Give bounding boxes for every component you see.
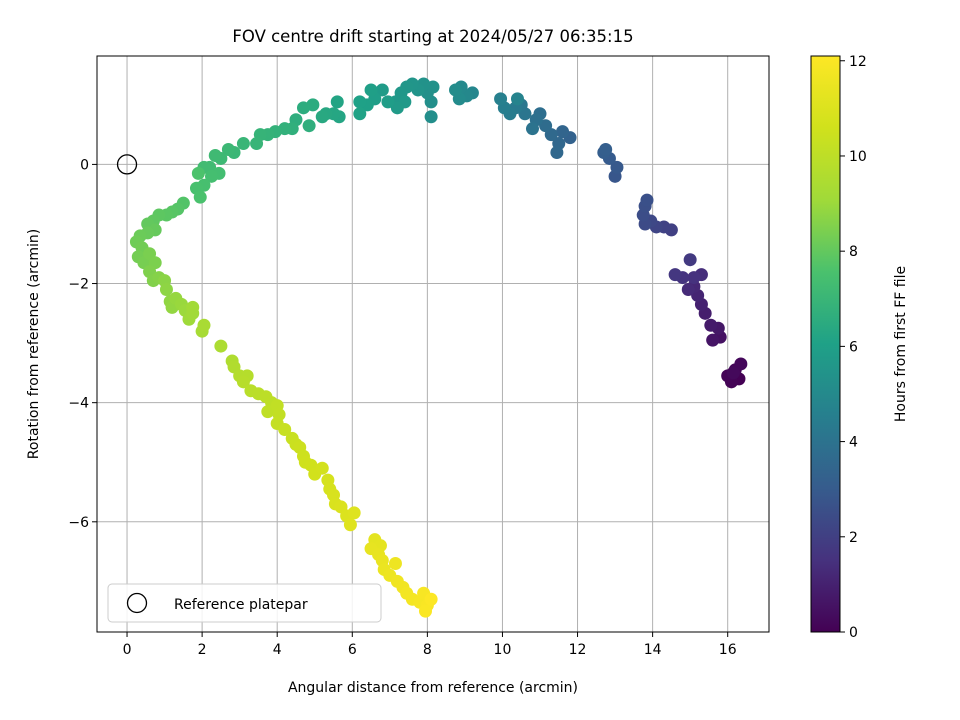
x-tick-label: 0: [123, 642, 132, 658]
data-point: [236, 137, 250, 151]
grid-lines: [97, 56, 769, 632]
data-point: [191, 166, 205, 180]
data-point: [278, 422, 292, 436]
data-point: [302, 119, 316, 133]
chart-title: FOV centre drift starting at 2024/05/27 …: [232, 27, 633, 46]
data-point: [353, 95, 367, 109]
colorbar-tick-label: 4: [849, 435, 858, 451]
legend-box: [107, 583, 382, 623]
data-point: [315, 461, 329, 475]
data-point: [510, 92, 524, 106]
data-point: [221, 143, 235, 157]
data-point: [706, 333, 720, 347]
data-point: [550, 145, 564, 159]
data-point: [208, 148, 222, 162]
data-point: [296, 101, 310, 115]
colorbar-tick-label: 6: [849, 339, 858, 355]
y-axis-label: Rotation from reference (arcmin): [26, 229, 42, 459]
legend: Reference platepar: [107, 583, 382, 623]
data-point: [375, 83, 389, 97]
x-tick-label: 4: [273, 642, 282, 658]
colorbar: 0 2 4 6 8 10 12 Hours from first FF file: [810, 54, 909, 641]
data-point: [556, 125, 570, 139]
data-point: [353, 107, 367, 121]
legend-label: Reference platepar: [174, 597, 308, 613]
colorbar-tick-label: 0: [849, 625, 858, 641]
data-point: [381, 95, 395, 109]
y-axis-ticks: −6 −4 −2 0: [68, 157, 97, 531]
colorbar-tick-label: 8: [849, 244, 858, 260]
data-point: [424, 592, 438, 606]
x-tick-label: 2: [198, 642, 207, 658]
data-point: [687, 271, 701, 285]
y-tick-label: −2: [68, 277, 89, 293]
colorbar-tick-label: 2: [849, 530, 858, 546]
data-point: [261, 405, 275, 419]
x-tick-label: 14: [644, 642, 662, 658]
x-tick-label: 10: [494, 642, 512, 658]
data-point: [726, 366, 740, 380]
data-point: [390, 101, 404, 115]
data-point: [704, 318, 718, 332]
data-point: [683, 253, 697, 267]
x-tick-label: 6: [348, 642, 357, 658]
data-point: [388, 556, 402, 570]
data-point: [347, 506, 361, 520]
x-axis-ticks: 0 2 4 6 8 10 12 14 16: [123, 632, 737, 658]
x-tick-label: 12: [569, 642, 587, 658]
data-point: [193, 190, 207, 204]
data-point: [640, 193, 654, 207]
colorbar-label: Hours from first FF file: [893, 266, 909, 422]
data-point: [668, 268, 682, 282]
data-point: [186, 300, 200, 314]
plot-frame: [96, 55, 770, 633]
scatter-points: [129, 77, 748, 618]
x-axis-label: Angular distance from reference (arcmin): [288, 680, 578, 696]
y-tick-label: −6: [68, 515, 89, 531]
data-point: [449, 83, 463, 97]
data-point: [734, 357, 748, 371]
y-tick-label: −4: [68, 396, 89, 412]
data-point: [250, 137, 264, 151]
data-point: [418, 604, 432, 618]
legend-marker-icon: [126, 592, 148, 614]
data-point: [205, 169, 219, 183]
data-point: [330, 95, 344, 109]
data-point: [159, 282, 173, 296]
data-point: [610, 160, 624, 174]
data-point: [424, 110, 438, 124]
reference-marker: [116, 154, 138, 175]
data-point: [197, 318, 211, 332]
data-point: [236, 375, 250, 389]
colorbar-gradient: [810, 55, 841, 633]
data-point: [494, 92, 508, 106]
data-point: [525, 122, 539, 136]
reference-platepar-point: [116, 154, 138, 175]
x-tick-label: 16: [719, 642, 737, 658]
data-point: [214, 339, 228, 353]
data-point: [599, 143, 613, 157]
colorbar-tick-label: 12: [849, 54, 867, 70]
y-tick-label: 0: [80, 157, 89, 173]
data-point: [343, 518, 357, 532]
colorbar-ticks: 0 2 4 6 8 10 12: [840, 54, 867, 641]
data-point: [364, 83, 378, 97]
data-point: [681, 282, 695, 296]
x-tick-label: 8: [423, 642, 432, 658]
colorbar-tick-label: 10: [849, 149, 867, 165]
data-point: [539, 119, 553, 133]
data-point: [315, 110, 329, 124]
